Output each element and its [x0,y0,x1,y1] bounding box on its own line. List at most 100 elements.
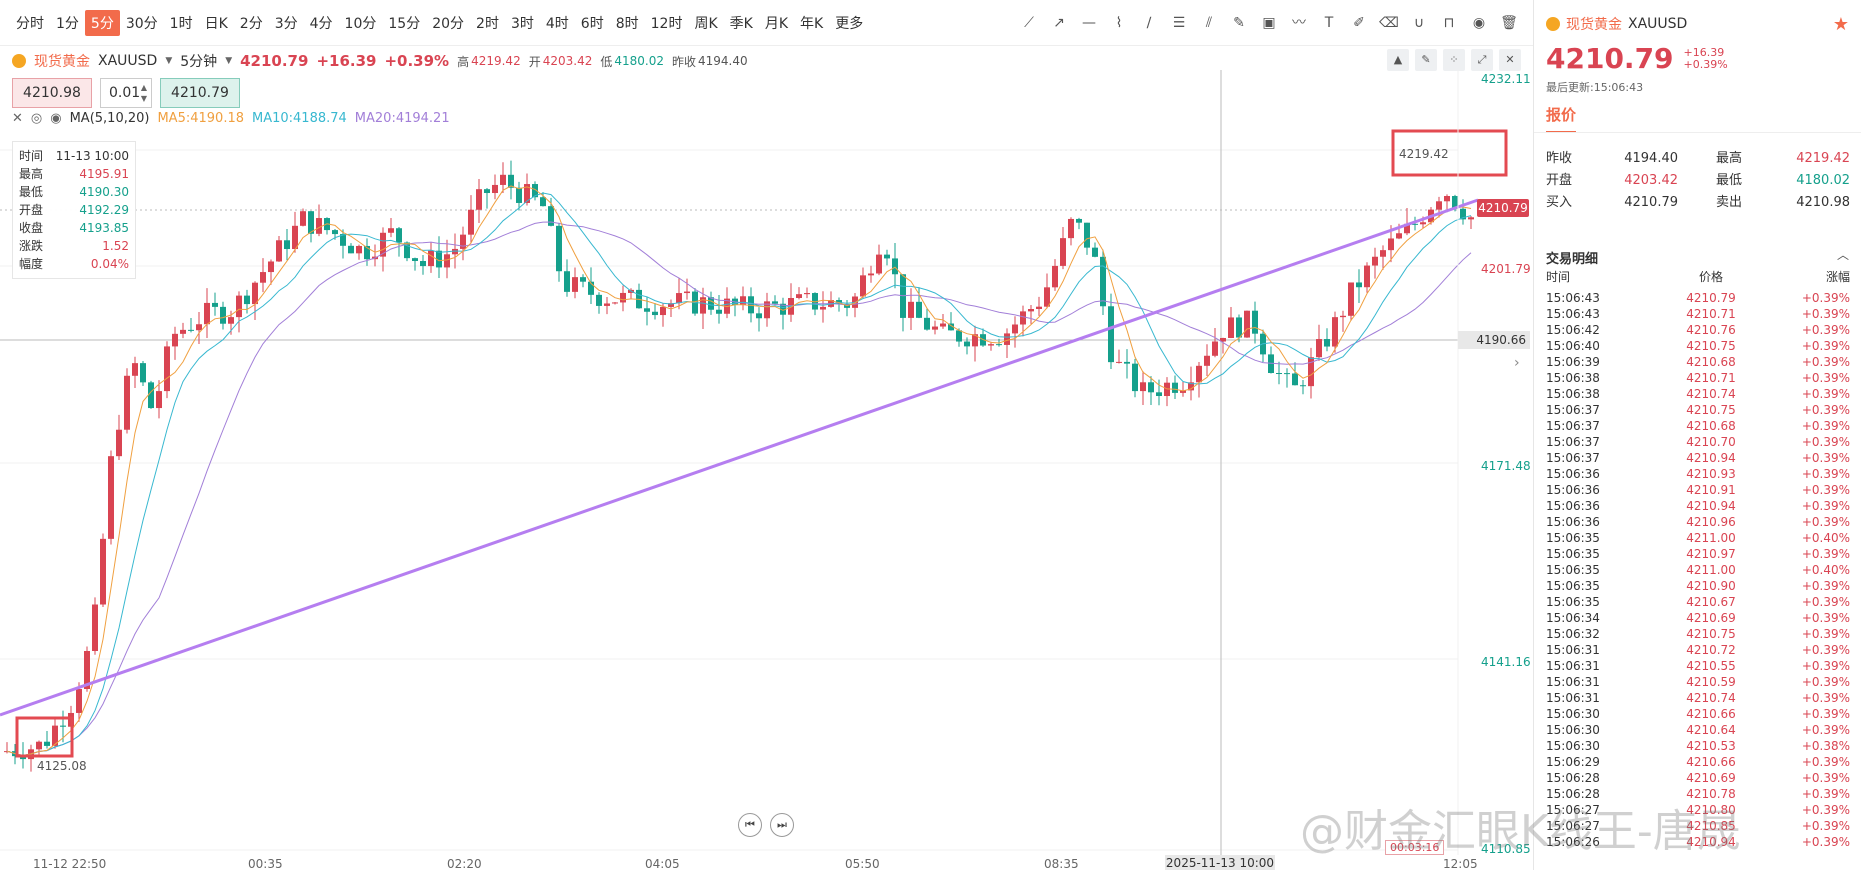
interval-tab[interactable]: 20分 [432,15,465,32]
interval-tab[interactable]: 季K [729,15,753,32]
trash-icon[interactable]: 🗑 [1500,14,1518,31]
interval-tab[interactable]: 日K [204,15,228,32]
buy-button[interactable]: 4210.79 [160,78,240,108]
candle-body [836,300,842,304]
candle-body [988,344,994,346]
trades-list[interactable]: 15:06:43 4210.79 +0.39% 15:06:43 4210.71 +0.3… [1546,290,1850,850]
interval-tab[interactable]: 2分 [239,15,263,32]
magnet-icon[interactable]: ∪ [1413,14,1425,31]
close-icon[interactable]: ✕ [1499,49,1521,71]
candle-body [108,456,114,539]
interval-tab[interactable]: 6时 [580,15,604,32]
candle-body [1060,238,1066,266]
eye-icon[interactable]: ◉ [1472,14,1486,31]
interval-tab[interactable]: 30分 [125,15,158,32]
info-label: 开盘 [19,203,44,217]
interval-tab[interactable]: 更多 [835,15,864,32]
horizontal-line-icon[interactable]: — [1082,14,1096,31]
interval-tab[interactable]: 周K [694,15,718,32]
ray-icon[interactable]: ↗ [1053,14,1065,31]
candle-body [1148,382,1154,393]
trade-change: +0.39% [1801,675,1850,689]
candlestick-chart[interactable] [0,70,1533,870]
symbol-code[interactable]: XAUUSD [98,53,158,69]
interval-tab[interactable]: 4时 [545,15,569,32]
stepper-arrows-icon[interactable]: ▲ ▼ [140,83,147,103]
candle-body [20,756,26,760]
x-tick: 05:50 [845,857,880,870]
trend-line-icon[interactable]: ⟋ [1024,14,1034,31]
pen-icon[interactable]: ✎ [1233,14,1245,31]
settings-icon[interactable]: ◎ [30,111,43,126]
quote-value: 4210.79 [1624,195,1678,210]
trade-change: +0.39% [1801,499,1850,513]
candle-body [100,538,106,605]
text-icon[interactable]: T [1324,14,1334,31]
candle-body [180,329,186,334]
chevron-down-icon[interactable]: ▼ [165,56,173,66]
close-icon[interactable]: ✕ [12,111,23,126]
candle-body [1108,306,1114,363]
wave-icon[interactable]: 〰 [1292,14,1306,31]
trade-change: +0.39% [1801,451,1850,465]
interval-tab[interactable]: 5分 [84,9,120,36]
trade-time: 15:06:36 [1546,483,1600,497]
lock-icon[interactable]: ⊓ [1443,14,1455,31]
fan-icon[interactable]: ⫽ [1205,14,1213,31]
edit-icon[interactable]: ✎ [1415,49,1437,71]
candle-body [1004,333,1010,345]
eye-icon[interactable]: ◉ [50,111,62,126]
interval-tab[interactable]: 10分 [344,15,377,32]
candle-body [772,301,778,304]
interval-tab[interactable]: 月K [764,15,789,32]
sell-button[interactable]: 4210.98 [12,78,92,108]
gold-icon [1546,17,1560,31]
symbol-name[interactable]: 现货黄金 [34,54,90,70]
interval-tab[interactable]: 1时 [169,15,193,32]
candle-body [1396,233,1402,239]
chevron-down-icon[interactable]: ▼ [225,56,233,66]
step-forward-button[interactable]: ⏭ [770,813,794,837]
candle-body [716,309,722,314]
period-select[interactable]: 5分钟 [180,54,218,70]
tab-quote[interactable]: 报价 [1546,104,1577,133]
interval-tab[interactable]: 3分 [274,15,298,32]
chart-style-icon[interactable]: ▲ [1387,49,1409,71]
brush-icon[interactable]: ∕ [1146,14,1152,31]
trade-price: 4210.76 [1686,323,1736,337]
candle-body [132,363,138,376]
interval-tab[interactable]: 1分 [56,15,79,32]
interval-tab[interactable]: 3时 [510,15,534,32]
image-icon[interactable]: ▣ [1262,14,1276,31]
interval-tab[interactable]: 12时 [650,15,683,32]
fib-icon[interactable]: ☰ [1172,14,1186,31]
info-label: 最低 [19,185,44,199]
candle-body [532,184,538,198]
interval-tab[interactable]: 2时 [476,15,499,32]
chevron-right-icon[interactable]: › [1514,355,1520,371]
interval-tab[interactable]: 8时 [615,15,639,32]
step-back-button[interactable]: ⏮ [738,813,762,837]
interval-tab[interactable]: 年K [800,15,824,32]
trade-time: 15:06:28 [1546,787,1600,801]
interval-tab[interactable]: 15分 [388,15,421,32]
favorite-star-icon[interactable]: ★ [1832,14,1849,35]
settings-icon[interactable]: ⁘ [1443,49,1465,71]
interval-tab[interactable]: 4分 [309,15,333,32]
info-row: 幅度 0.04% [19,255,129,273]
quantity-stepper[interactable]: 0.01 ▲ ▼ [100,78,152,108]
eraser-icon[interactable]: ⌫ [1379,14,1399,31]
expand-icon[interactable]: ⤢ [1471,49,1493,71]
polyline-icon[interactable]: ⌇ [1115,14,1123,31]
chevron-up-icon[interactable]: ︿ [1836,248,1849,262]
interval-tab[interactable]: 分时 [16,15,44,32]
candle-body [644,308,650,312]
candle-body [1204,355,1210,366]
high-label: 高 [457,54,470,69]
note-icon[interactable]: ✐ [1353,14,1365,31]
drawing-toolbar: ⟋ ↗ — ⌇ ∕ ☰ ⫽ ✎ ▣ 〰 T ✐ ⌫ ∪ ⊓ ◉ 🗑 [1019,13,1533,33]
trades-header: 时间 价格 涨幅 [1546,268,1850,285]
quote-value: 4210.98 [1796,195,1850,210]
crosshair-price-tag: 4190.66 [1458,331,1530,349]
quote-label: 昨收 [1546,151,1573,166]
